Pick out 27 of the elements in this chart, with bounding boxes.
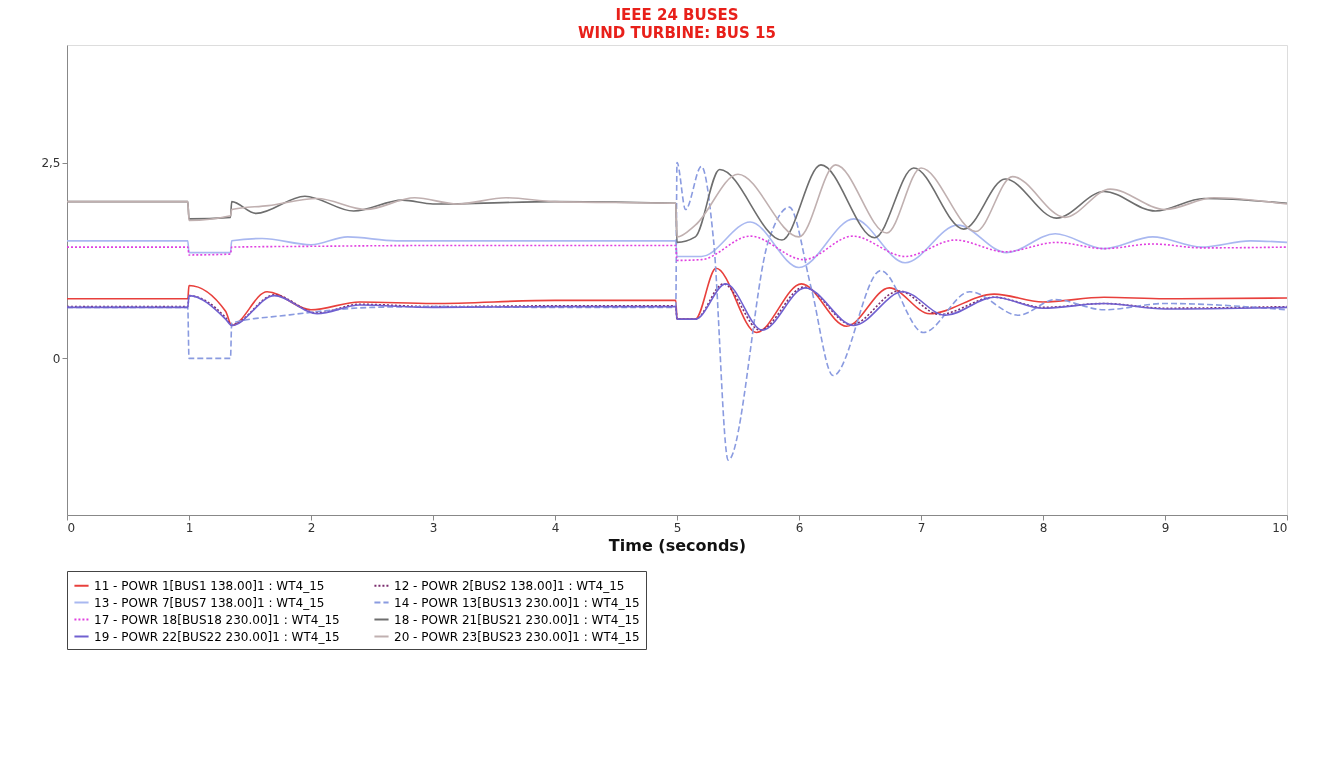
legend-label: 18 - POWR 21[BUS21 230.00]1 : WT4_15 (394, 612, 640, 627)
x-tick-label: 2 (307, 520, 316, 535)
line-series (66, 283, 1288, 331)
x-tick-label: 7 (917, 520, 926, 535)
x-axis-title: Time (seconds) (608, 535, 747, 555)
line-series (66, 235, 1288, 262)
line-series (66, 267, 1288, 334)
chart-subtitle: WIND TURBINE: BUS 15 (578, 24, 776, 42)
legend-label: 19 - POWR 22[BUS22 230.00]1 : WT4_15 (94, 629, 340, 644)
legend-label: 11 - POWR 1[BUS1 138.00]1 : WT4_15 (94, 578, 325, 593)
x-tick-label: 5 (673, 520, 682, 535)
legend-label: 17 - POWR 18[BUS18 230.00]1 : WT4_15 (94, 612, 340, 627)
x-tick-label: 3 (429, 520, 438, 535)
legend-label: 13 - POWR 7[BUS7 138.00]1 : WT4_15 (94, 595, 325, 610)
legend-label: 14 - POWR 13[BUS13 230.00]1 : WT4_15 (394, 595, 640, 610)
legend-label: 12 - POWR 2[BUS2 138.00]1 : WT4_15 (394, 578, 625, 593)
x-tick-label: 9 (1161, 520, 1170, 535)
chart-title: IEEE 24 BUSES (615, 6, 739, 24)
y-tick-label: 2,5 (41, 156, 61, 170)
x-tick-label: 10 (1272, 520, 1288, 535)
x-tick-label: 6 (795, 520, 804, 535)
line-series (66, 218, 1288, 269)
x-tick-label: 8 (1039, 520, 1048, 535)
x-tick-label: 1 (185, 520, 194, 535)
x-tick-label: 4 (551, 520, 560, 535)
legend-label: 20 - POWR 23[BUS23 230.00]1 : WT4_15 (394, 629, 640, 644)
x-tick-label: 0 (67, 520, 76, 535)
